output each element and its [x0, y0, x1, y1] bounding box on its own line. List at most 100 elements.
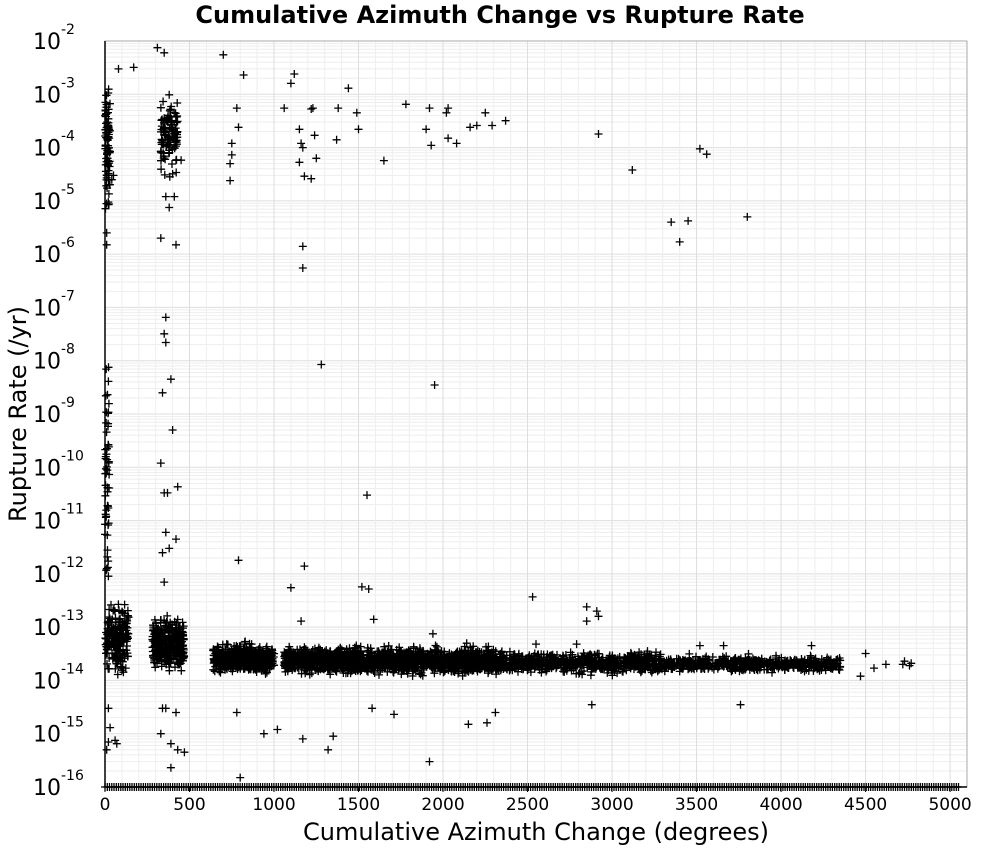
- data-point: [702, 150, 711, 159]
- data-point: [481, 108, 490, 117]
- data-point: [444, 134, 453, 143]
- y-tick-exponent: -13: [61, 608, 84, 624]
- data-point: [240, 657, 248, 666]
- data-point: [675, 237, 684, 246]
- y-tick-exponent: -16: [61, 768, 84, 784]
- data-point: [170, 120, 179, 129]
- data-point: [243, 663, 252, 672]
- data-point: [262, 653, 271, 662]
- data-point: [107, 625, 116, 634]
- y-tick-exponent: -3: [61, 75, 75, 91]
- data-point: [262, 663, 271, 672]
- data-point: [422, 125, 431, 134]
- data-point: [160, 123, 169, 132]
- data-point: [170, 652, 179, 660]
- data-point: [667, 218, 676, 227]
- data-point: [324, 745, 333, 754]
- data-point: [628, 166, 637, 174]
- data-point: [153, 625, 162, 633]
- data-point: [364, 585, 373, 593]
- data-point: [113, 670, 122, 679]
- data-point: [339, 669, 348, 677]
- y-tick-exponent: -2: [61, 22, 75, 38]
- data-point: [265, 651, 274, 660]
- data-point: [364, 648, 373, 656]
- data-point: [170, 192, 179, 201]
- data-point: [308, 104, 317, 113]
- y-tick-base: 10: [33, 510, 61, 535]
- data-point: [425, 651, 434, 660]
- data-point: [161, 313, 170, 322]
- data-point: [307, 174, 316, 183]
- data-point: [233, 650, 242, 659]
- data-point: [158, 648, 167, 657]
- data-point: [172, 708, 180, 717]
- data-point: [166, 763, 175, 772]
- data-point: [468, 658, 477, 667]
- data-point: [164, 631, 173, 640]
- data-point: [249, 665, 258, 674]
- y-tick-base: 10: [33, 669, 61, 694]
- y-tick-exponent: -4: [61, 129, 75, 145]
- data-point: [102, 365, 111, 374]
- data-point: [232, 104, 241, 113]
- data-point: [464, 720, 473, 729]
- data-point: [159, 97, 168, 106]
- data-point: [158, 388, 167, 397]
- x-tick-label: 1000: [252, 795, 295, 815]
- y-tick-exponent: -14: [61, 661, 84, 677]
- data-point: [488, 121, 497, 130]
- data-point: [179, 635, 188, 644]
- data-point: [416, 670, 425, 679]
- data-point: [165, 659, 174, 668]
- data-point: [572, 640, 581, 649]
- data-point: [104, 519, 113, 528]
- data-point: [310, 131, 319, 140]
- y-tick-base: 10: [33, 563, 61, 588]
- data-point: [528, 592, 537, 601]
- data-point: [222, 640, 231, 649]
- data-point: [452, 139, 461, 148]
- data-point: [266, 657, 275, 666]
- data-point: [211, 658, 219, 667]
- data-point: [450, 668, 459, 676]
- data-point: [172, 535, 180, 544]
- data-point: [329, 732, 338, 741]
- data-point: [352, 108, 361, 117]
- data-point: [210, 646, 219, 655]
- data-point: [163, 488, 172, 497]
- x-tick-label: 3500: [675, 795, 718, 815]
- data-point: [881, 660, 890, 669]
- data-point: [163, 117, 172, 126]
- data-point: [743, 212, 752, 221]
- data-point: [297, 139, 306, 148]
- data-point: [171, 109, 180, 118]
- data-point: [102, 228, 111, 237]
- data-point: [582, 617, 591, 626]
- data-point: [240, 640, 249, 649]
- data-point: [684, 216, 693, 225]
- y-tick-base: 10: [33, 137, 61, 162]
- data-point: [469, 642, 478, 651]
- x-tick-label: 2500: [506, 795, 549, 815]
- data-point: [401, 100, 410, 109]
- data-point: [430, 381, 439, 389]
- y-axis-label: Rupture Rate (/yr): [4, 306, 32, 522]
- data-point: [245, 646, 254, 655]
- data-point: [105, 605, 114, 614]
- data-point: [161, 192, 170, 201]
- data-point: [312, 154, 321, 163]
- data-point: [106, 723, 115, 732]
- data-point: [286, 583, 295, 592]
- data-point: [807, 641, 816, 650]
- y-tick-base: 10: [33, 190, 61, 215]
- data-point: [156, 459, 165, 468]
- data-point: [104, 399, 113, 408]
- data-point: [167, 102, 176, 111]
- data-point: [173, 130, 181, 139]
- data-point: [169, 126, 178, 135]
- y-tick-base: 10: [33, 83, 61, 108]
- data-point: [224, 650, 232, 659]
- data-point: [123, 616, 132, 625]
